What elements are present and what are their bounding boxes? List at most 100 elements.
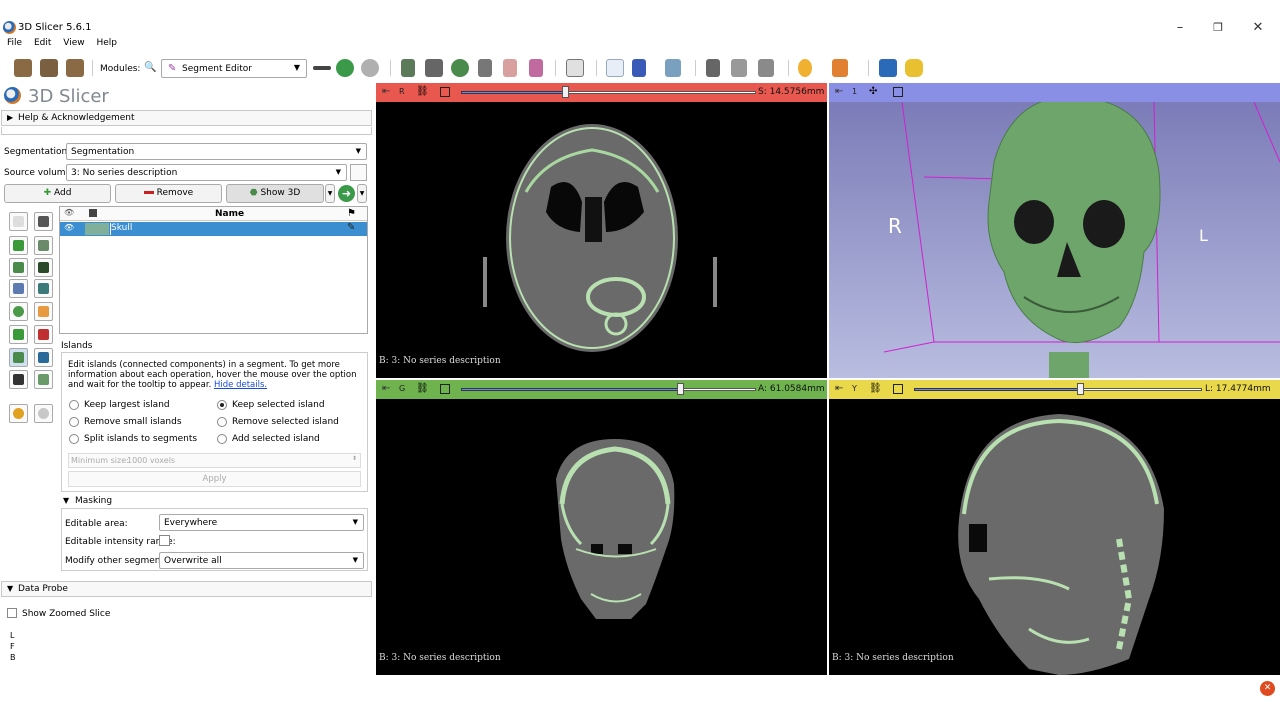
minimize-icon[interactable]: – (1176, 20, 1184, 35)
transforms-icon[interactable] (478, 59, 492, 77)
effect-islands[interactable] (9, 348, 28, 367)
effect-logical[interactable] (34, 348, 53, 367)
layout-icon[interactable] (566, 59, 584, 77)
source-volume-selector[interactable]: 3: No series description ▼ (66, 164, 347, 181)
segment-color-swatch[interactable] (85, 223, 109, 235)
radio-keep-largest[interactable] (69, 400, 79, 410)
effect-scissors[interactable] (34, 325, 53, 344)
intensity-range-checkbox[interactable] (159, 535, 170, 546)
dcm-icon[interactable] (40, 59, 58, 77)
effect-margin[interactable] (9, 302, 28, 321)
red-slice-view[interactable]: B: 3: No series description (376, 102, 827, 378)
pin-icon[interactable]: ⇤ (382, 383, 391, 394)
pointer-icon[interactable] (606, 59, 624, 77)
crosshair-icon[interactable] (798, 59, 812, 77)
place-fiducial-icon[interactable] (632, 59, 646, 77)
show-zoomed-checkbox[interactable] (7, 608, 17, 618)
reset-view-icon[interactable] (758, 59, 774, 77)
view-3d-icon[interactable] (665, 59, 681, 77)
screenshot-icon[interactable] (706, 59, 720, 77)
python-icon[interactable] (905, 59, 923, 77)
pin-icon[interactable]: ⇤ (382, 86, 391, 97)
data-module-icon[interactable] (401, 59, 415, 77)
window-level-icon[interactable] (832, 59, 848, 77)
segments-table[interactable]: 👁 Name ⚑ 👁 Skull ✎ (59, 206, 368, 334)
segmentation-selector[interactable]: Segmentation ▼ (66, 143, 367, 160)
link-icon[interactable]: ⛓ (416, 86, 429, 97)
minimum-size-spinbox[interactable]: Minimum size: 1000 voxels ⬍ (68, 453, 361, 468)
effect-threshold[interactable] (34, 212, 53, 231)
redo-icon[interactable] (34, 404, 53, 423)
editable-area-selector[interactable]: Everywhere ▼ (159, 514, 364, 531)
effect-paint[interactable] (9, 236, 28, 255)
close-icon[interactable]: ✕ (1252, 20, 1264, 35)
effect-fill-between[interactable] (34, 279, 53, 298)
green-slice-view[interactable]: B: 3: No series description (376, 399, 827, 675)
link-icon[interactable]: ⛓ (869, 383, 882, 394)
forward-arrow-icon[interactable] (361, 59, 379, 77)
table-row[interactable]: 👁 Skull ✎ (60, 222, 367, 236)
maximize-view-icon[interactable] (440, 87, 450, 97)
effect-level-tracing[interactable] (34, 258, 53, 277)
menu-edit[interactable]: Edit (33, 38, 52, 48)
effect-draw[interactable] (34, 236, 53, 255)
python-console-icon[interactable] (879, 59, 897, 77)
effect-erase[interactable] (9, 258, 28, 277)
red-slice-slider-track[interactable] (461, 91, 566, 94)
save-icon[interactable] (66, 59, 84, 77)
threed-view[interactable]: R L (829, 102, 1280, 378)
green-slice-slider-handle[interactable] (677, 383, 684, 395)
scene-view-icon[interactable] (731, 59, 747, 77)
volumes-module-icon[interactable] (425, 59, 443, 77)
yellow-slice-slider-handle[interactable] (1077, 383, 1084, 395)
pin-icon[interactable]: ⇤ (835, 383, 844, 394)
effect-hollow[interactable] (34, 302, 53, 321)
radio-keep-selected[interactable] (217, 400, 227, 410)
yellow-slice-slider-track[interactable] (914, 388, 1080, 391)
radio-add-selected[interactable] (217, 434, 227, 444)
link-icon[interactable]: ⛓ (416, 383, 429, 394)
hide-details-link[interactable]: Hide details. (213, 380, 268, 390)
effect-smoothing[interactable] (9, 325, 28, 344)
undo-icon[interactable] (9, 404, 28, 423)
effect-draw-tube[interactable] (34, 370, 53, 389)
maximize-view-icon[interactable] (893, 87, 903, 97)
module-selector[interactable]: ✎ Segment Editor ▼ (161, 59, 307, 78)
forward-arrow-icon[interactable]: ➜ (338, 185, 355, 202)
add-segment-button[interactable]: ✚ Add (4, 184, 111, 203)
segment-name[interactable]: Skull (111, 223, 133, 233)
models-module-icon[interactable] (451, 59, 469, 77)
module-history-icon[interactable] (313, 66, 331, 70)
show-3d-options-button[interactable]: ▼ (325, 184, 335, 203)
effect-mask-volume[interactable] (9, 370, 28, 389)
next-options-button[interactable]: ▼ (357, 184, 367, 203)
edit-pencil-icon[interactable]: ✎ (347, 222, 356, 233)
help-acknowledgement-section[interactable]: ▶ Help & Acknowledgement (1, 110, 372, 126)
show-3d-button[interactable]: ⬣ Show 3D (226, 184, 324, 203)
pin-icon[interactable]: ⇤ (835, 86, 844, 97)
yellow-slice-view[interactable]: B: 3: No series description (829, 399, 1280, 675)
module-search-icon[interactable]: 🔍 (144, 62, 157, 73)
menu-help[interactable]: Help (96, 38, 118, 48)
modify-other-selector[interactable]: Overwrite all ▼ (159, 552, 364, 569)
remove-segment-button[interactable]: Remove (115, 184, 222, 203)
markups-icon[interactable] (503, 59, 517, 77)
error-log-icon[interactable]: ✕ (1260, 681, 1275, 696)
source-geometry-icon[interactable] (350, 164, 367, 181)
load-data-icon[interactable] (14, 59, 32, 77)
menu-file[interactable]: File (7, 38, 23, 48)
visibility-eye-icon[interactable]: 👁 (64, 223, 75, 232)
eye-icon[interactable]: 👁 (64, 208, 75, 217)
maximize-view-icon[interactable] (440, 384, 450, 394)
effect-none[interactable] (9, 212, 28, 231)
data-probe-section[interactable]: ▼ Data Probe (1, 581, 372, 597)
center-view-icon[interactable]: ✣ (869, 86, 878, 97)
radio-split-islands[interactable] (69, 434, 79, 444)
segment-editor-tb-icon[interactable] (529, 59, 543, 77)
back-arrow-icon[interactable] (336, 59, 354, 77)
green-slice-slider-track[interactable] (461, 388, 681, 391)
apply-button[interactable]: Apply (68, 471, 361, 487)
effect-grow-from-seeds[interactable] (9, 279, 28, 298)
radio-remove-selected[interactable] (217, 417, 227, 427)
menu-view[interactable]: View (63, 38, 85, 48)
